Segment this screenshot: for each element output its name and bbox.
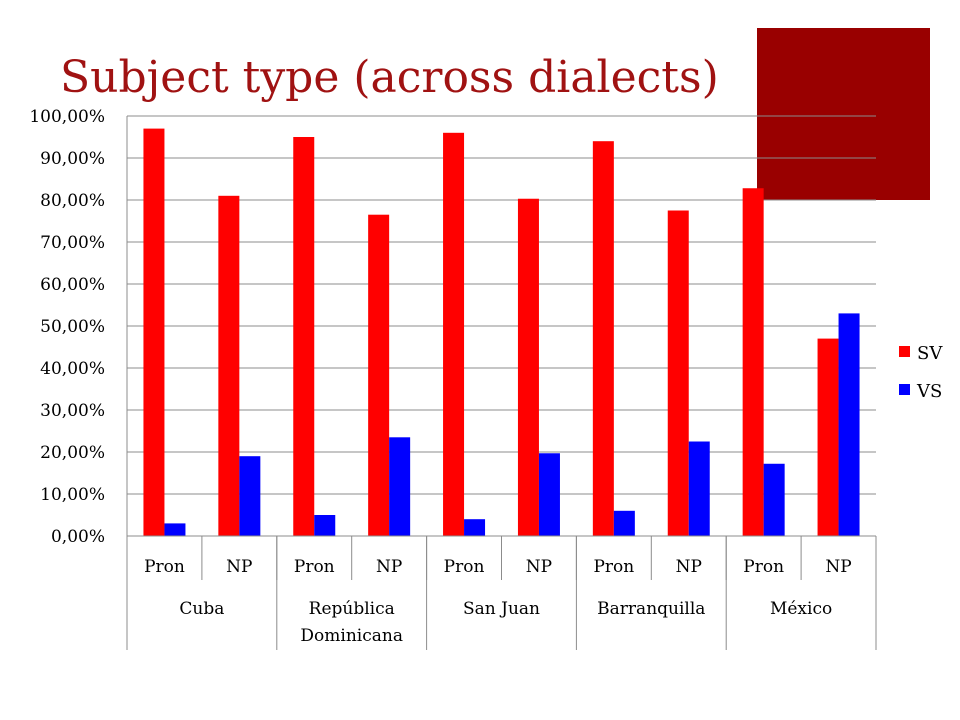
x-category-label: Pron <box>444 557 485 577</box>
bar-sv <box>592 141 614 536</box>
legend-swatch-vs <box>899 384 910 395</box>
y-tick-label: 30,00% <box>40 401 105 421</box>
y-tick-label: 90,00% <box>40 149 105 169</box>
bar-sv <box>742 188 764 537</box>
x-category-label: NP <box>526 557 552 577</box>
bar-sv <box>143 128 165 536</box>
x-group-label: San Juan <box>463 599 540 619</box>
x-category-labels: Pron NP Pron NP Pron NP Pron NP Pron NP <box>144 557 852 577</box>
slide-title: Subject type (across dialects) <box>60 52 719 103</box>
bar-vs <box>838 313 860 536</box>
x-group-labels: Cuba República Dominicana San Juan Barranqui… <box>179 599 832 646</box>
bar-sv <box>218 195 240 537</box>
bar-vs <box>239 456 261 536</box>
y-tick-label: 10,00% <box>40 485 105 505</box>
y-tick-labels: 0,00% 10,00% 20,00% 30,00% 40,00% 50,00% 60,00… <box>29 107 105 547</box>
bar-vs <box>164 523 186 536</box>
x-category-label: Pron <box>294 557 335 577</box>
bar-vs <box>389 437 411 536</box>
x-category-label: Pron <box>144 557 185 577</box>
y-tick-label: 60,00% <box>40 275 105 295</box>
axes <box>126 116 877 650</box>
bar-sv <box>368 214 390 536</box>
legend: SV VS <box>899 343 943 402</box>
x-category-label: Pron <box>743 557 784 577</box>
bar-sv <box>817 338 839 536</box>
x-category-label: Pron <box>593 557 634 577</box>
legend-label-sv: SV <box>917 343 943 364</box>
bar-vs <box>763 463 785 536</box>
bar-sv <box>443 132 465 537</box>
bar-vs <box>464 519 486 536</box>
bars <box>143 128 860 537</box>
y-tick-label: 70,00% <box>40 233 105 253</box>
bar-sv <box>517 198 539 537</box>
x-group-label: Barranquilla <box>597 599 705 619</box>
x-category-label: NP <box>676 557 702 577</box>
y-tick-label: 40,00% <box>40 359 105 379</box>
bar-sv <box>667 210 689 536</box>
bar-vs <box>613 510 635 536</box>
y-tick-label: 80,00% <box>40 191 105 211</box>
x-group-label: República <box>309 599 395 619</box>
bar-vs <box>314 515 336 536</box>
bar-vs <box>688 441 710 536</box>
x-category-label: NP <box>376 557 402 577</box>
decorative-red-block <box>757 28 930 200</box>
x-category-label: NP <box>825 557 851 577</box>
x-group-label: Dominicana <box>300 626 403 646</box>
y-tick-label: 100,00% <box>29 107 105 127</box>
legend-swatch-sv <box>899 346 910 357</box>
legend-label-vs: VS <box>916 381 942 402</box>
x-category-label: NP <box>226 557 252 577</box>
y-tick-label: 50,00% <box>40 317 105 337</box>
x-group-label: México <box>770 599 832 619</box>
y-tick-label: 20,00% <box>40 443 105 463</box>
x-group-label: Cuba <box>179 599 224 619</box>
bar-vs <box>538 453 560 536</box>
bar-sv <box>293 137 315 536</box>
y-tick-label: 0,00% <box>51 527 105 547</box>
